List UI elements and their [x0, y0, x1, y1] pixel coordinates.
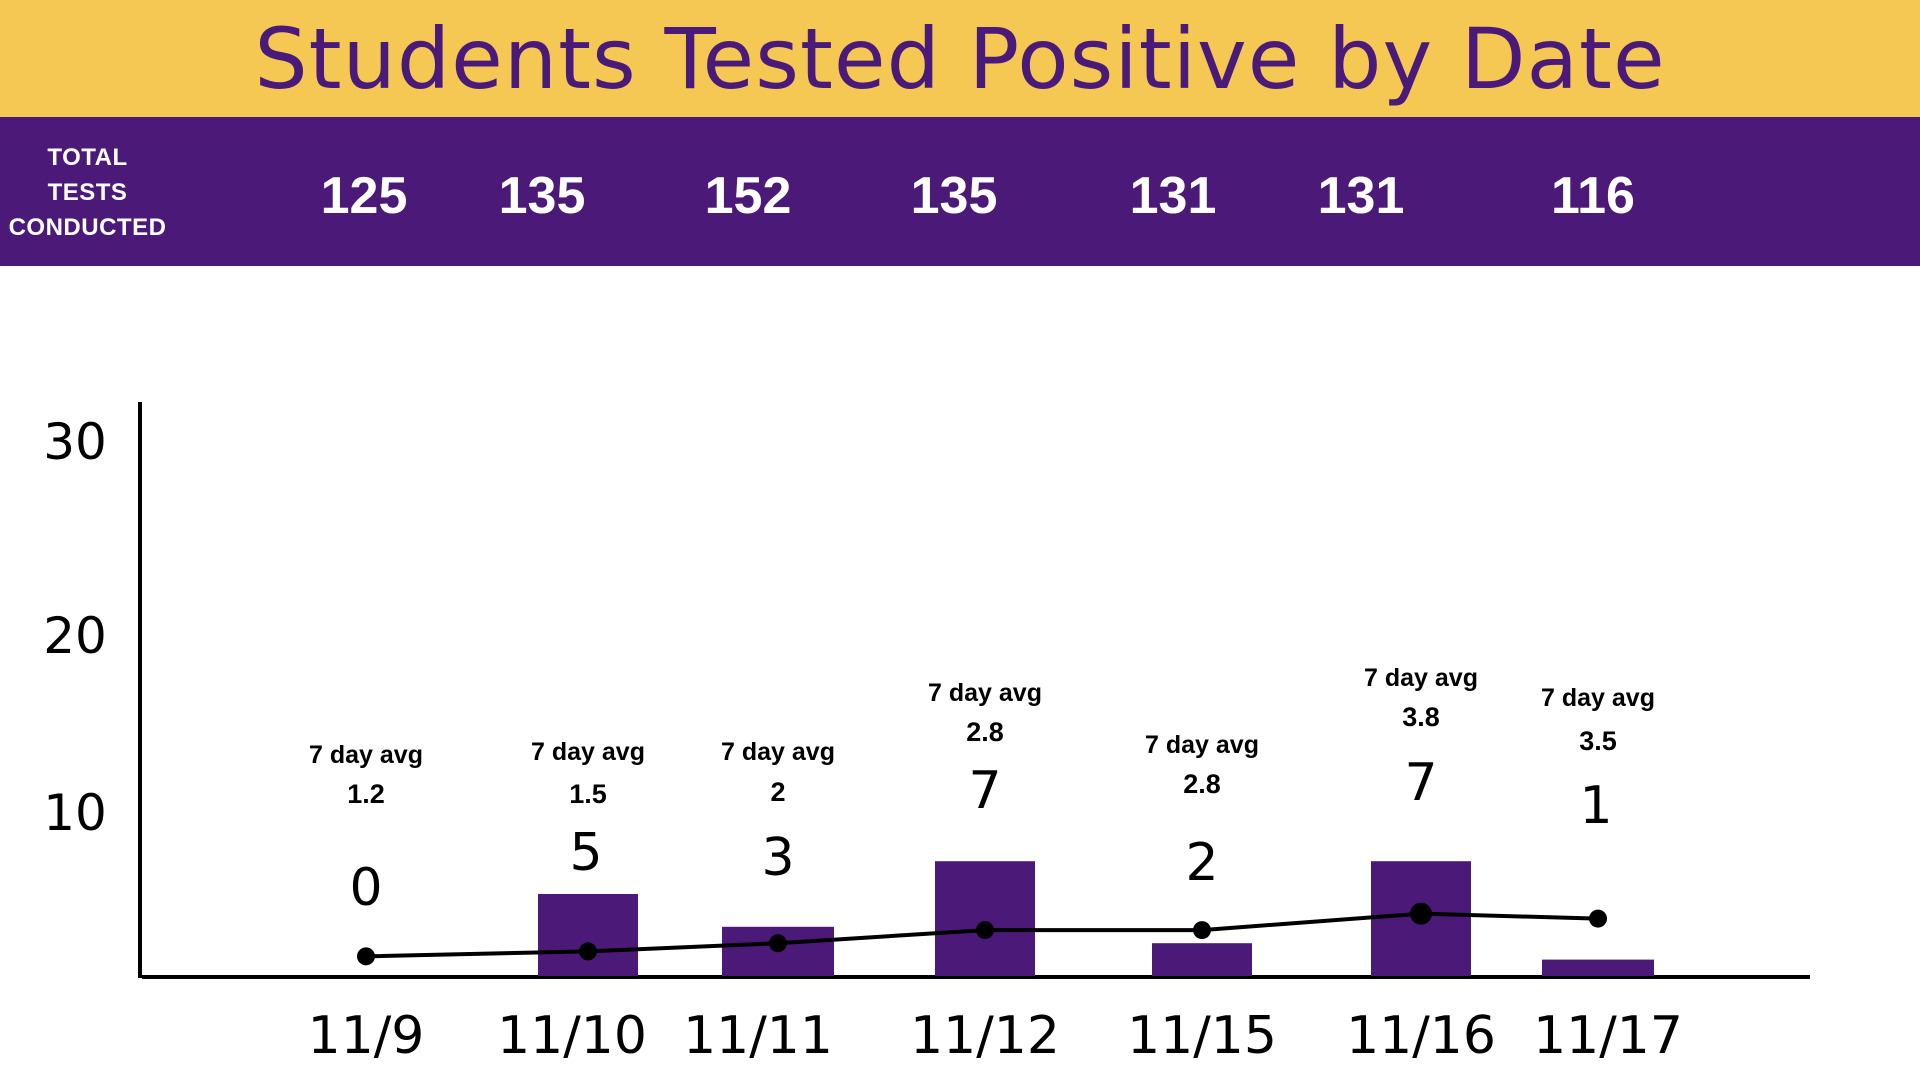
avg-point	[1410, 903, 1432, 925]
avg-caption: 7 day avg	[721, 738, 835, 766]
avg-point	[579, 942, 597, 960]
x-tick-label: 11/15	[1127, 1006, 1277, 1066]
avg-point	[357, 947, 375, 965]
avg-value-label: 1.5	[569, 779, 607, 809]
bar-value-label: 7	[1404, 753, 1437, 813]
x-tick-label: 11/16	[1346, 1006, 1496, 1066]
bar	[538, 894, 638, 976]
avg-value-label: 3.8	[1402, 702, 1440, 732]
avg-value-label: 2	[770, 777, 785, 807]
x-tick-label: 11/17	[1533, 1006, 1683, 1066]
chart: 10203011/9 11/10 11/11 11/12 11/15 11/16 11/17…	[0, 0, 1920, 1080]
x-tick-label: 11/11	[683, 1006, 833, 1066]
avg-caption: 7 day avg	[1541, 684, 1655, 712]
avg-caption: 7 day avg	[1364, 664, 1478, 692]
bar	[935, 861, 1035, 976]
avg-point	[1193, 921, 1211, 939]
avg-caption: 7 day avg	[1145, 731, 1259, 759]
avg-value-label: 3.5	[1579, 726, 1617, 756]
avg-caption: 7 day avg	[928, 679, 1042, 707]
avg-caption: 7 day avg	[531, 738, 645, 766]
y-tick-label: 10	[43, 784, 107, 842]
bar-value-label: 2	[1185, 833, 1218, 893]
x-tick-label: 11/10	[497, 1006, 647, 1066]
avg-point	[976, 921, 994, 939]
bar-value-label: 1	[1579, 776, 1612, 836]
bar	[1542, 960, 1654, 976]
bar-value-label: 3	[761, 828, 794, 888]
avg-caption: 7 day avg	[309, 741, 423, 769]
bar-value-label: 5	[569, 823, 602, 883]
x-tick-label: 11/12	[910, 1006, 1060, 1066]
avg-point	[769, 934, 787, 952]
y-tick-label: 20	[43, 607, 107, 665]
avg-point	[1589, 910, 1607, 928]
bar	[1152, 943, 1252, 976]
bar-value-label: 7	[968, 761, 1001, 821]
avg-value-label: 2.8	[1183, 769, 1221, 799]
x-tick-label: 11/9	[308, 1006, 425, 1066]
avg-value-label: 1.2	[347, 779, 385, 809]
avg-value-label: 2.8	[966, 717, 1004, 747]
y-tick-label: 30	[43, 413, 107, 471]
bar-value-label: 0	[349, 858, 382, 918]
